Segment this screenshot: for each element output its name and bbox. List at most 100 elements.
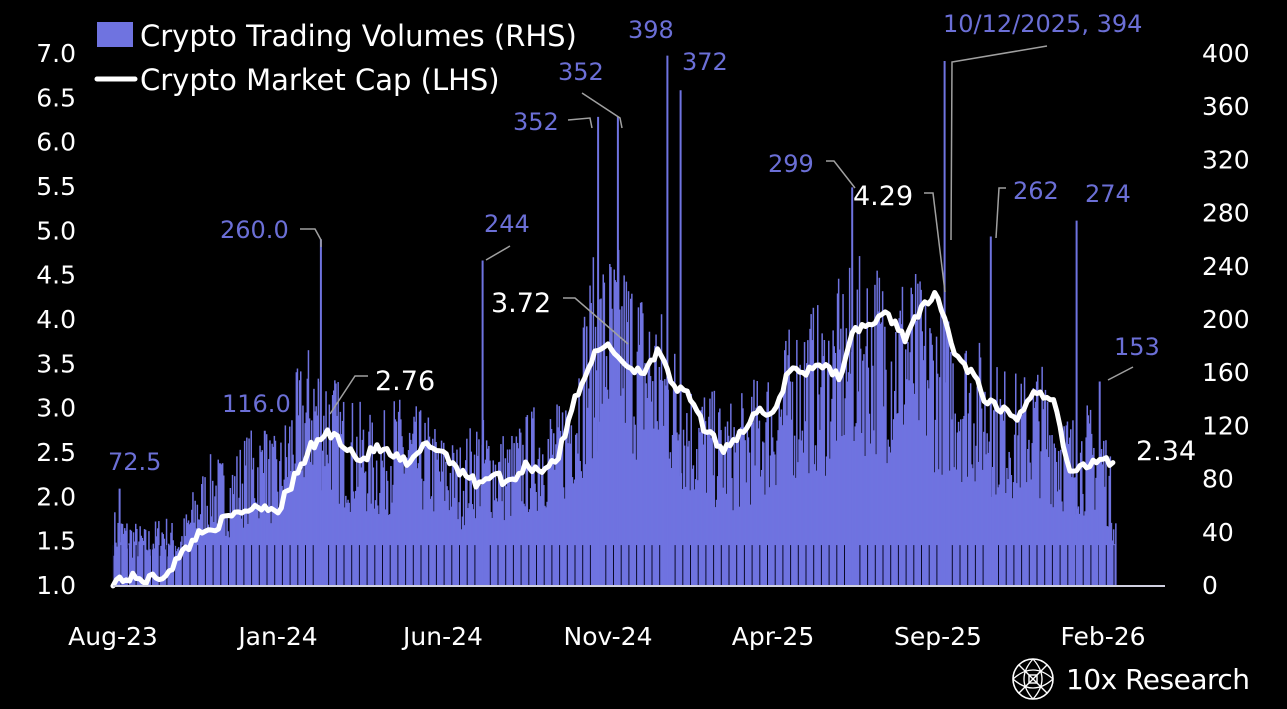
volume-bar [309,462,312,585]
volume-bar [918,420,920,585]
volume-bar [153,548,156,585]
volume-bar [1097,460,1099,585]
volume-bar [1006,467,1008,585]
volume-bar [406,457,409,585]
volume-annotation: 352 [558,58,604,86]
volume-bar [364,471,367,585]
left-tick-label: 5.0 [36,216,76,245]
volume-bar [877,311,879,585]
volume-bar [853,441,855,585]
volume-bar [507,462,510,585]
volume-bar [171,523,173,585]
volume-bar [863,354,865,585]
volume-bar [889,452,892,585]
volume-bar [741,393,743,585]
volume-bar [749,504,752,585]
volume-bar [536,510,538,585]
volume-bar [1034,401,1037,585]
volume-bar [1037,374,1039,585]
volume-bar [151,549,153,585]
volume-bar [215,485,217,585]
volume-bar [353,498,356,585]
volume-bar [980,408,983,585]
volume-bar [126,523,128,585]
volume-bar [282,499,284,585]
volume-bar [677,440,679,585]
volume-bar [663,425,665,585]
volume-bar [128,543,130,585]
volume-bar [808,473,810,585]
volume-bar [817,305,819,585]
volume-bar [559,430,562,585]
volume-bar [708,416,710,585]
volume-bar [1109,456,1112,585]
volume-bar [296,368,299,585]
volume-bar [718,412,720,585]
volume-bar [208,529,211,585]
volume-bar [550,428,553,585]
volume-bar [906,379,908,585]
volume-bar [1026,482,1028,585]
volume-bar [611,308,613,585]
volume-bar [628,364,631,585]
volume-bar [301,470,303,585]
volume-bar [504,458,507,585]
volume-bar [1048,457,1050,585]
volume-bar [533,407,535,585]
volume-bar [510,515,512,585]
volume-bar [1067,444,1070,585]
brand-logo: 10x Research [1010,656,1250,702]
volume-bar [867,367,870,585]
volume-bar [842,294,844,585]
volume-bar [163,538,166,585]
volume-bar [502,436,504,585]
volume-bar [854,426,856,585]
left-tick-label: 3.5 [36,349,76,378]
volume-bar [743,427,745,585]
volume-bar [996,367,998,585]
volume-bar [701,406,703,585]
volume-bar [245,465,247,585]
volume-bar [1056,491,1059,585]
volume-bar [430,496,433,585]
volume-bar [924,300,927,585]
volume-bar [850,373,852,585]
volume-bar [901,286,904,585]
volume-bar [1104,486,1106,585]
volume-bar [278,507,280,585]
volume-bar [514,481,516,585]
volume-bar [388,515,390,585]
volume-bar [866,288,868,585]
volume-bar [704,421,707,585]
annotation-leader [567,117,593,129]
volume-bar [821,333,823,585]
volume-bar [993,410,995,585]
volume-bar [829,458,831,585]
volume-bar [495,498,498,585]
volume-bar [331,395,334,585]
volume-bar [433,511,435,585]
volume-bar [253,498,256,585]
volume-bar [469,428,471,585]
volume-bar [194,500,196,585]
volume-bar [113,555,115,585]
volume-bar [547,438,549,585]
volume-bar [737,431,740,585]
volume-bar [951,419,953,585]
volume-bar [931,344,933,585]
volume-bar [197,519,200,585]
volume-bar [141,537,144,585]
volume-bar [700,410,702,585]
volume-bar [610,267,612,585]
volume-bar [694,479,697,585]
volume-bar [1105,440,1107,585]
volume-bar [517,448,520,585]
volume-bar [1057,450,1060,585]
volume-bar [862,360,864,585]
volume-bar [883,406,885,585]
volume-bar [1070,429,1072,585]
volume-bar [207,524,210,585]
volume-bar [328,404,331,585]
volume-bar [690,393,692,585]
